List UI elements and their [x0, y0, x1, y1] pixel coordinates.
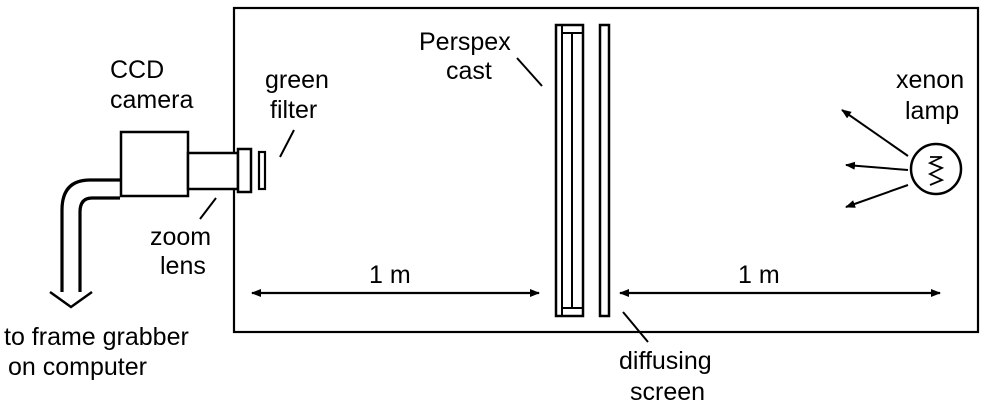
label-distance-right: 1 m	[738, 261, 780, 289]
diffusing-screen-leader	[622, 311, 649, 343]
xenon-lamp-icon	[909, 142, 963, 196]
light-ray-upper	[841, 109, 909, 157]
green-filter-leader	[279, 129, 295, 158]
label-on-computer: on computer	[8, 353, 147, 381]
label-zoom: zoom	[150, 223, 211, 251]
lamp-filament-icon	[927, 156, 945, 186]
ccd-camera-body	[119, 130, 190, 198]
label-cast: cast	[446, 57, 492, 85]
label-lamp: lamp	[905, 97, 959, 125]
light-ray-lower	[845, 184, 909, 208]
camera-cable-inner	[78, 196, 120, 292]
label-ccd: CCD	[110, 56, 164, 84]
zoom-lens-front	[236, 147, 253, 194]
label-green: green	[265, 66, 329, 94]
perspex-cast	[554, 23, 585, 318]
zoom-lens-leader	[199, 197, 217, 220]
label-frame-grabber: to frame grabber	[4, 323, 189, 351]
label-diffusing: diffusing	[619, 347, 712, 375]
camera-cable-outer	[60, 178, 120, 292]
diffusing-screen	[598, 23, 611, 318]
label-screen: screen	[630, 378, 705, 406]
cable-arrowhead-icon	[49, 290, 93, 309]
label-distance-left: 1 m	[369, 261, 411, 289]
zoom-lens	[186, 151, 240, 191]
label-xenon: xenon	[896, 66, 964, 94]
light-ray-middle	[845, 161, 909, 171]
label-camera: camera	[110, 86, 193, 114]
perspex-cast-leader	[516, 57, 543, 87]
label-filter: filter	[270, 96, 317, 124]
green-filter	[257, 150, 267, 191]
label-perspex: Perspex	[419, 28, 511, 56]
label-lens: lens	[160, 252, 206, 280]
